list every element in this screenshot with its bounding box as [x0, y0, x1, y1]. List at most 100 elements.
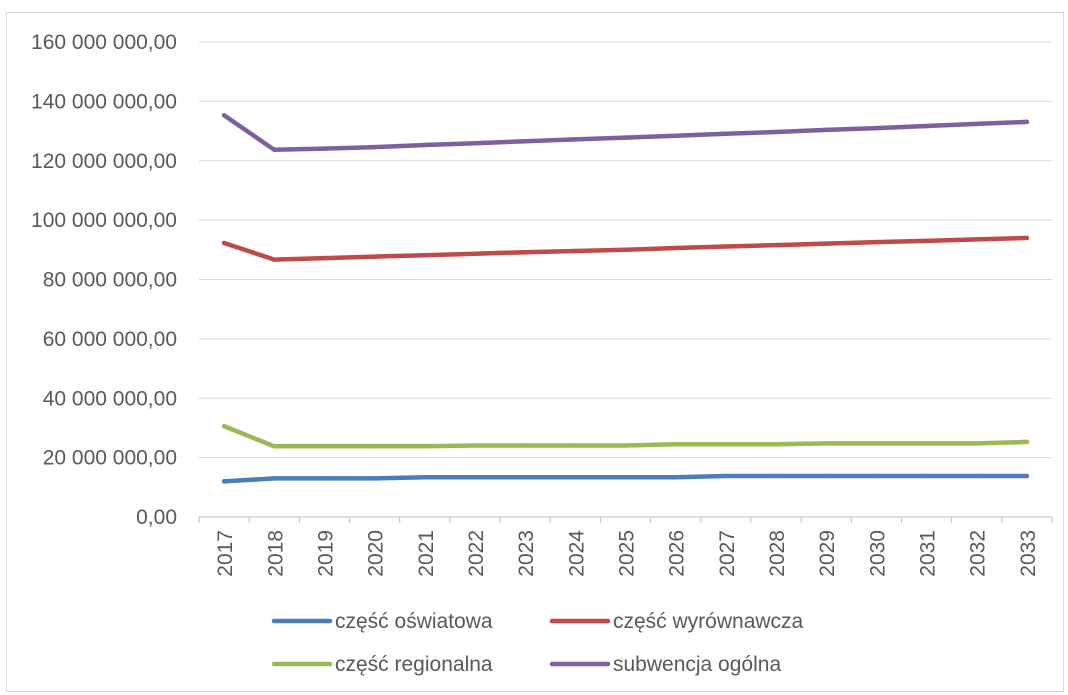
series-4-point: [573, 137, 578, 142]
series-1-point: [673, 475, 678, 480]
y-axis-ticks: 0,00 20 000 000,00 40 000 000,00 60 000 000…: [31, 31, 177, 529]
series-3-point: [221, 423, 227, 429]
legend-label: część regionalna: [335, 653, 493, 676]
series-3-point: [673, 442, 678, 447]
series-1-point: [874, 473, 879, 479]
series-3-point: [573, 443, 578, 448]
x-tick-label: 2032: [967, 530, 990, 577]
series-4-point: [272, 147, 277, 152]
x-tick-label: 2030: [866, 530, 889, 577]
series-4-point: [221, 113, 227, 118]
series-1-point: [221, 479, 227, 484]
series-2-point: [824, 241, 829, 246]
series-4-point: [773, 129, 779, 135]
series-2-point: [322, 255, 327, 261]
series-2-point: [1024, 235, 1030, 241]
series-1-point: [472, 475, 478, 480]
series-2-point: [874, 239, 879, 245]
series-1-point: [372, 476, 377, 481]
series-4-point: [522, 138, 528, 144]
x-tick-label: 2023: [515, 530, 538, 577]
x-tick-label: 2029: [816, 530, 839, 577]
series-2-point: [472, 251, 478, 256]
series-2-point: [272, 257, 277, 262]
series-4-point: [472, 141, 478, 146]
series-1-point: [974, 473, 979, 479]
series-4-point: [322, 146, 327, 151]
series-2-point: [673, 245, 678, 251]
series-4-point: [1024, 119, 1030, 125]
series-1-point: [272, 476, 277, 481]
x-tick-label: 2019: [314, 530, 337, 577]
x-tick-label: 2024: [565, 530, 588, 577]
y-tick-label: 0,00: [136, 506, 177, 529]
series-2-point: [623, 247, 628, 253]
y-tick-label: 20 000 000,00: [43, 447, 177, 470]
series-4-point: [824, 127, 829, 133]
series-3-point: [522, 443, 528, 448]
series-1-point: [924, 473, 929, 479]
legend-label: subwencja ogólna: [613, 653, 781, 676]
series-3-point: [322, 444, 327, 449]
series-2-point: [924, 238, 929, 244]
series-4-point: [673, 133, 678, 139]
series-3-point: [422, 444, 427, 449]
x-tick-label: 2027: [716, 530, 739, 577]
series-lines: [221, 113, 1030, 484]
series-1-point: [1024, 473, 1030, 479]
y-tick-label: 100 000 000,00: [31, 209, 177, 232]
series-3-point: [874, 441, 879, 446]
legend: część oświatowa część wyrównawcza część re…: [271, 610, 804, 676]
series-2-point: [974, 237, 979, 242]
series-1-point: [723, 473, 729, 479]
y-tick-label: 80 000 000,00: [43, 269, 177, 292]
series-2-point: [522, 249, 528, 255]
series-3-point: [723, 442, 729, 447]
series-3-point: [272, 444, 277, 449]
x-axis-ticks: 2017 2018 2019 2020 2021 2022 2023 2024 2025 2026…: [198, 517, 1053, 577]
x-tick-label: 2031: [917, 530, 940, 577]
x-tick-label: 2022: [465, 530, 488, 577]
x-tick-label: 2026: [666, 530, 689, 577]
series-1-point: [573, 475, 578, 480]
series-4-point: [874, 125, 879, 131]
gridlines: [199, 41, 1052, 518]
series-2-point: [573, 248, 578, 254]
series-3-point: [773, 442, 779, 447]
series-4-point: [623, 135, 628, 140]
series-2-point: [221, 240, 227, 246]
series-3-point: [472, 443, 478, 448]
y-tick-label: 60 000 000,00: [43, 328, 177, 351]
legend-label: część oświatowa: [335, 610, 493, 633]
x-tick-label: 2028: [766, 530, 789, 577]
series-4-point: [974, 121, 979, 127]
series-3-point: [372, 444, 377, 449]
series-1-point: [824, 473, 829, 479]
series-2-point: [773, 242, 779, 248]
series-4-point: [924, 123, 929, 129]
series-1-point: [773, 473, 779, 479]
legend-label: część wyrównawcza: [613, 610, 804, 633]
series-1-point: [623, 475, 628, 480]
series-4-point: [372, 144, 377, 150]
series-3-point: [924, 441, 929, 446]
x-tick-label: 2033: [1017, 530, 1040, 577]
x-tick-label: 2017: [214, 530, 237, 577]
chart-frame: [6, 12, 1064, 692]
series-3-point: [824, 441, 829, 446]
series-4-point: [422, 142, 427, 148]
series-3-point: [623, 443, 628, 448]
x-tick-label: 2021: [415, 530, 438, 577]
y-tick-label: 160 000 000,00: [31, 31, 177, 54]
y-tick-label: 40 000 000,00: [43, 387, 177, 410]
series-1-point: [322, 476, 327, 481]
series-3-point: [974, 441, 979, 446]
x-tick-label: 2018: [264, 530, 287, 577]
series-2-point: [422, 252, 427, 258]
x-tick-label: 2020: [365, 530, 388, 577]
series-3-point: [1024, 439, 1030, 445]
series-2-point: [723, 244, 729, 249]
y-tick-label: 140 000 000,00: [31, 90, 177, 113]
y-tick-label: 120 000 000,00: [31, 150, 177, 173]
